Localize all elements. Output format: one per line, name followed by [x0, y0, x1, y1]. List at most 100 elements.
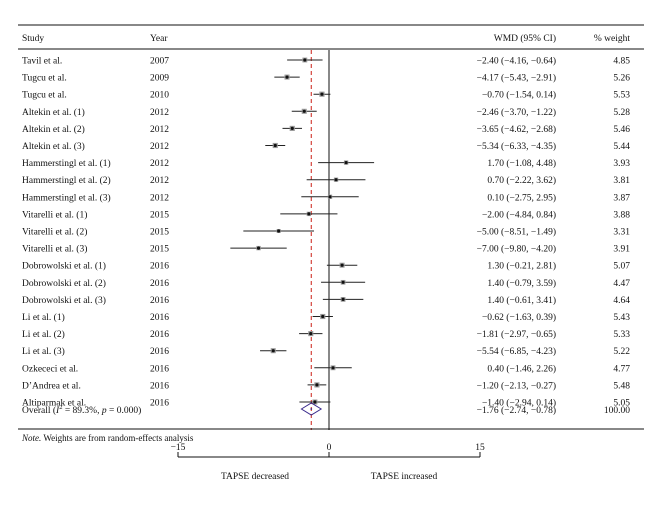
study-name: Hammerstingl et al. (1): [22, 158, 111, 169]
study-weight: 3.93: [613, 159, 630, 169]
study-ci-text: −2.40 (−4.16, −0.64): [477, 56, 556, 67]
overall-weight: 100.00: [604, 406, 630, 416]
study-weight: 3.31: [613, 228, 630, 238]
study-year: 2012: [150, 125, 169, 135]
point-estimate: [313, 400, 317, 404]
study-weight: 5.33: [613, 330, 630, 340]
point-estimate: [303, 58, 307, 62]
overall-label: Overall (I2 = 89.3%, p = 0.000): [22, 404, 141, 416]
point-estimate: [341, 280, 345, 284]
point-estimate: [331, 366, 335, 370]
study-name: Dobrowolski et al. (1): [22, 261, 106, 272]
study-weight: 5.22: [613, 347, 630, 357]
study-weight: 5.44: [613, 142, 630, 152]
study-weight: 3.81: [613, 176, 630, 186]
point-estimate: [307, 212, 311, 216]
study-ci-text: −2.46 (−3.70, −1.22): [477, 107, 556, 118]
study-name: Tugcu et al.: [22, 91, 67, 101]
point-estimate: [256, 246, 261, 250]
study-weight: 4.47: [613, 279, 630, 289]
point-estimate: [285, 75, 289, 79]
study-ci-text: 0.40 (−1.46, 2.26): [487, 363, 556, 374]
study-year: 2015: [150, 245, 169, 255]
study-weight: 5.26: [613, 74, 630, 84]
study-ci-text: −5.00 (−8.51, −1.49): [477, 227, 556, 238]
left-direction-label: TAPSE decreased: [221, 472, 289, 482]
study-weight: 5.05: [613, 399, 630, 409]
footnote: Note. Weights are from random-effects an…: [21, 433, 194, 443]
study-year: 2012: [150, 159, 169, 169]
study-ci-text: 1.30 (−0.21, 2.81): [487, 261, 556, 272]
study-name: Altekin et al. (2): [22, 124, 85, 135]
x-axis: −15 0 15: [171, 443, 485, 458]
study-ci-text: −3.65 (−4.62, −2.68): [477, 124, 556, 135]
study-year: 2016: [150, 279, 169, 289]
header-year: Year: [150, 34, 168, 44]
point-estimate: [302, 109, 306, 113]
study-year: 2012: [150, 193, 169, 203]
study-year: 2016: [150, 262, 169, 272]
study-name: Vitarelli et al. (1): [22, 209, 87, 220]
study-ci-text: 1.40 (−0.79, 3.59): [487, 278, 556, 289]
study-weight: 5.46: [613, 125, 630, 135]
study-year: 2016: [150, 313, 169, 323]
study-year: 2016: [150, 296, 169, 306]
study-name: Tugcu et al.: [22, 74, 67, 84]
point-estimate: [344, 161, 348, 165]
overall-point: [310, 408, 313, 410]
study-name: Altekin et al. (1): [22, 107, 85, 118]
study-ci-text: 1.70 (−1.08, 4.48): [487, 158, 556, 169]
study-ci-text: −7.00 (−9.80, −4.20): [477, 244, 556, 255]
study-ci-text: 0.70 (−2.22, 3.62): [487, 175, 556, 186]
point-estimate: [273, 143, 277, 148]
study-name: Vitarelli et al. (3): [22, 244, 87, 255]
study-name: Tavil et al.: [22, 57, 62, 67]
study-year: 2016: [150, 364, 169, 374]
study-name: Ozkececi et al.: [22, 364, 78, 374]
study-year: 2009: [150, 74, 169, 84]
study-ci-text: −5.54 (−6.85, −4.23): [477, 346, 556, 357]
point-estimate: [315, 383, 319, 387]
right-direction-label: TAPSE increased: [371, 472, 438, 482]
study-ci-text: 0.10 (−2.75, 2.95): [487, 192, 556, 203]
point-estimate: [277, 229, 281, 233]
point-estimate: [328, 195, 332, 199]
study-ci-text: −1.20 (−2.13, −0.27): [477, 380, 556, 391]
study-weight: 3.91: [613, 245, 630, 255]
study-ci-text: −4.17 (−5.43, −2.91): [477, 73, 556, 84]
study-weight: 5.53: [613, 91, 630, 101]
study-year: 2016: [150, 347, 169, 357]
study-name: Li et al. (3): [22, 346, 65, 357]
x-tick-label: −15: [171, 443, 186, 453]
study-name: D’Andrea et al.: [22, 381, 81, 391]
point-estimate: [271, 349, 275, 353]
study-weight: 3.88: [613, 210, 630, 220]
study-name: Altiparmak et al.: [22, 399, 86, 409]
study-ci-text: −5.34 (−6.33, −4.35): [477, 141, 556, 152]
study-weight: 5.43: [613, 313, 630, 323]
overall-ci-text: −1.76 (−2.74, −0.78): [477, 405, 556, 416]
study-year: 2016: [150, 330, 169, 340]
study-ci-text: −0.62 (−1.63, 0.39): [482, 312, 556, 323]
study-name: Altekin et al. (3): [22, 141, 85, 152]
study-year: 2015: [150, 210, 169, 220]
header-ci: WMD (95% CI): [494, 33, 556, 44]
point-estimate: [290, 126, 294, 130]
study-name: Li et al. (1): [22, 312, 65, 323]
plot-marks: [230, 50, 375, 430]
point-estimate: [309, 332, 313, 336]
study-weight: 5.28: [613, 108, 630, 118]
study-weight: 4.64: [613, 296, 630, 306]
study-year: 2010: [150, 91, 169, 101]
study-name: Vitarelli et al. (2): [22, 227, 87, 238]
study-year: 2012: [150, 142, 169, 152]
point-estimate: [320, 92, 324, 96]
study-weight: 3.87: [613, 193, 630, 203]
point-estimate: [341, 297, 345, 301]
study-ci-text: −1.81 (−2.97, −0.65): [477, 329, 556, 340]
study-weight: 5.48: [613, 381, 630, 391]
study-ci-text: −0.70 (−1.54, 0.14): [482, 90, 556, 101]
header-study: Study: [22, 34, 44, 44]
x-tick-label: 15: [475, 443, 485, 453]
